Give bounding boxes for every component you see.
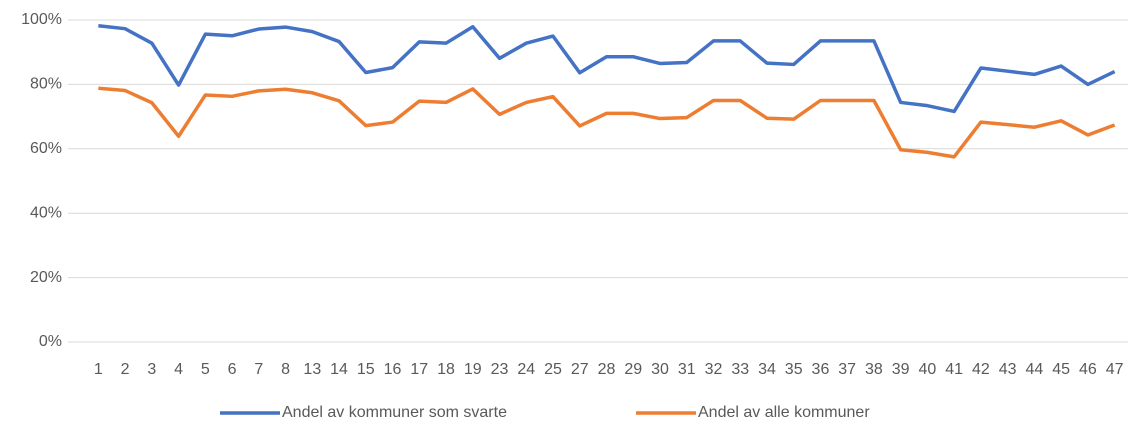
- y-tick-label: 40%: [30, 204, 62, 221]
- x-tick-label: 28: [598, 361, 616, 378]
- x-tick-label: 18: [437, 361, 455, 378]
- x-tick-label: 1: [94, 361, 103, 378]
- x-tick-label: 8: [281, 361, 290, 378]
- x-tick-label: 19: [464, 361, 482, 378]
- x-tick-label: 5: [201, 361, 210, 378]
- x-tick-label: 2: [121, 361, 130, 378]
- x-tick-label: 17: [410, 361, 428, 378]
- x-tick-label: 6: [228, 361, 237, 378]
- x-tick-label: 46: [1079, 361, 1097, 378]
- x-tick-label: 31: [678, 361, 696, 378]
- y-tick-label: 100%: [21, 11, 62, 28]
- x-tick-label: 41: [945, 361, 963, 378]
- x-tick-label: 45: [1052, 361, 1070, 378]
- line: [98, 86, 1116, 159]
- x-tick-label: 16: [384, 361, 402, 378]
- x-tick-label: 14: [330, 361, 348, 378]
- x-tick-label: 15: [357, 361, 375, 378]
- line: [98, 24, 1116, 114]
- y-tick-label: 60%: [30, 140, 62, 157]
- x-tick-label: 39: [892, 361, 910, 378]
- x-tick-label: 33: [731, 361, 749, 378]
- x-tick-label: 29: [624, 361, 642, 378]
- x-tick-label: 42: [972, 361, 990, 378]
- x-tick-label: 44: [1025, 361, 1043, 378]
- x-tick-label: 23: [491, 361, 509, 378]
- x-tick-label: 38: [865, 361, 883, 378]
- x-tick-label: 4: [174, 361, 183, 378]
- x-tick-label: 3: [147, 361, 156, 378]
- x-tick-label: 40: [919, 361, 937, 378]
- x-tick-label: 27: [571, 361, 589, 378]
- x-tick-label: 24: [517, 361, 535, 378]
- x-tick-label: 36: [812, 361, 830, 378]
- y-tick-label: 0%: [39, 333, 62, 350]
- x-tick-label: 43: [999, 361, 1017, 378]
- x-tick-label: 7: [254, 361, 263, 378]
- y-tick-label: 80%: [30, 76, 62, 93]
- x-tick-label: 30: [651, 361, 669, 378]
- legend-label: Andel av kommuner som svarte: [282, 404, 507, 421]
- x-tick-label: 25: [544, 361, 562, 378]
- x-tick-label: 47: [1106, 361, 1124, 378]
- x-tick-label: 34: [758, 361, 776, 378]
- legend-label: Andel av alle kommuner: [698, 404, 870, 421]
- x-tick-label: 32: [705, 361, 723, 378]
- x-tick-label: 35: [785, 361, 803, 378]
- x-tick-label: 37: [838, 361, 856, 378]
- y-tick-label: 20%: [30, 269, 62, 286]
- x-tick-label: 13: [303, 361, 321, 378]
